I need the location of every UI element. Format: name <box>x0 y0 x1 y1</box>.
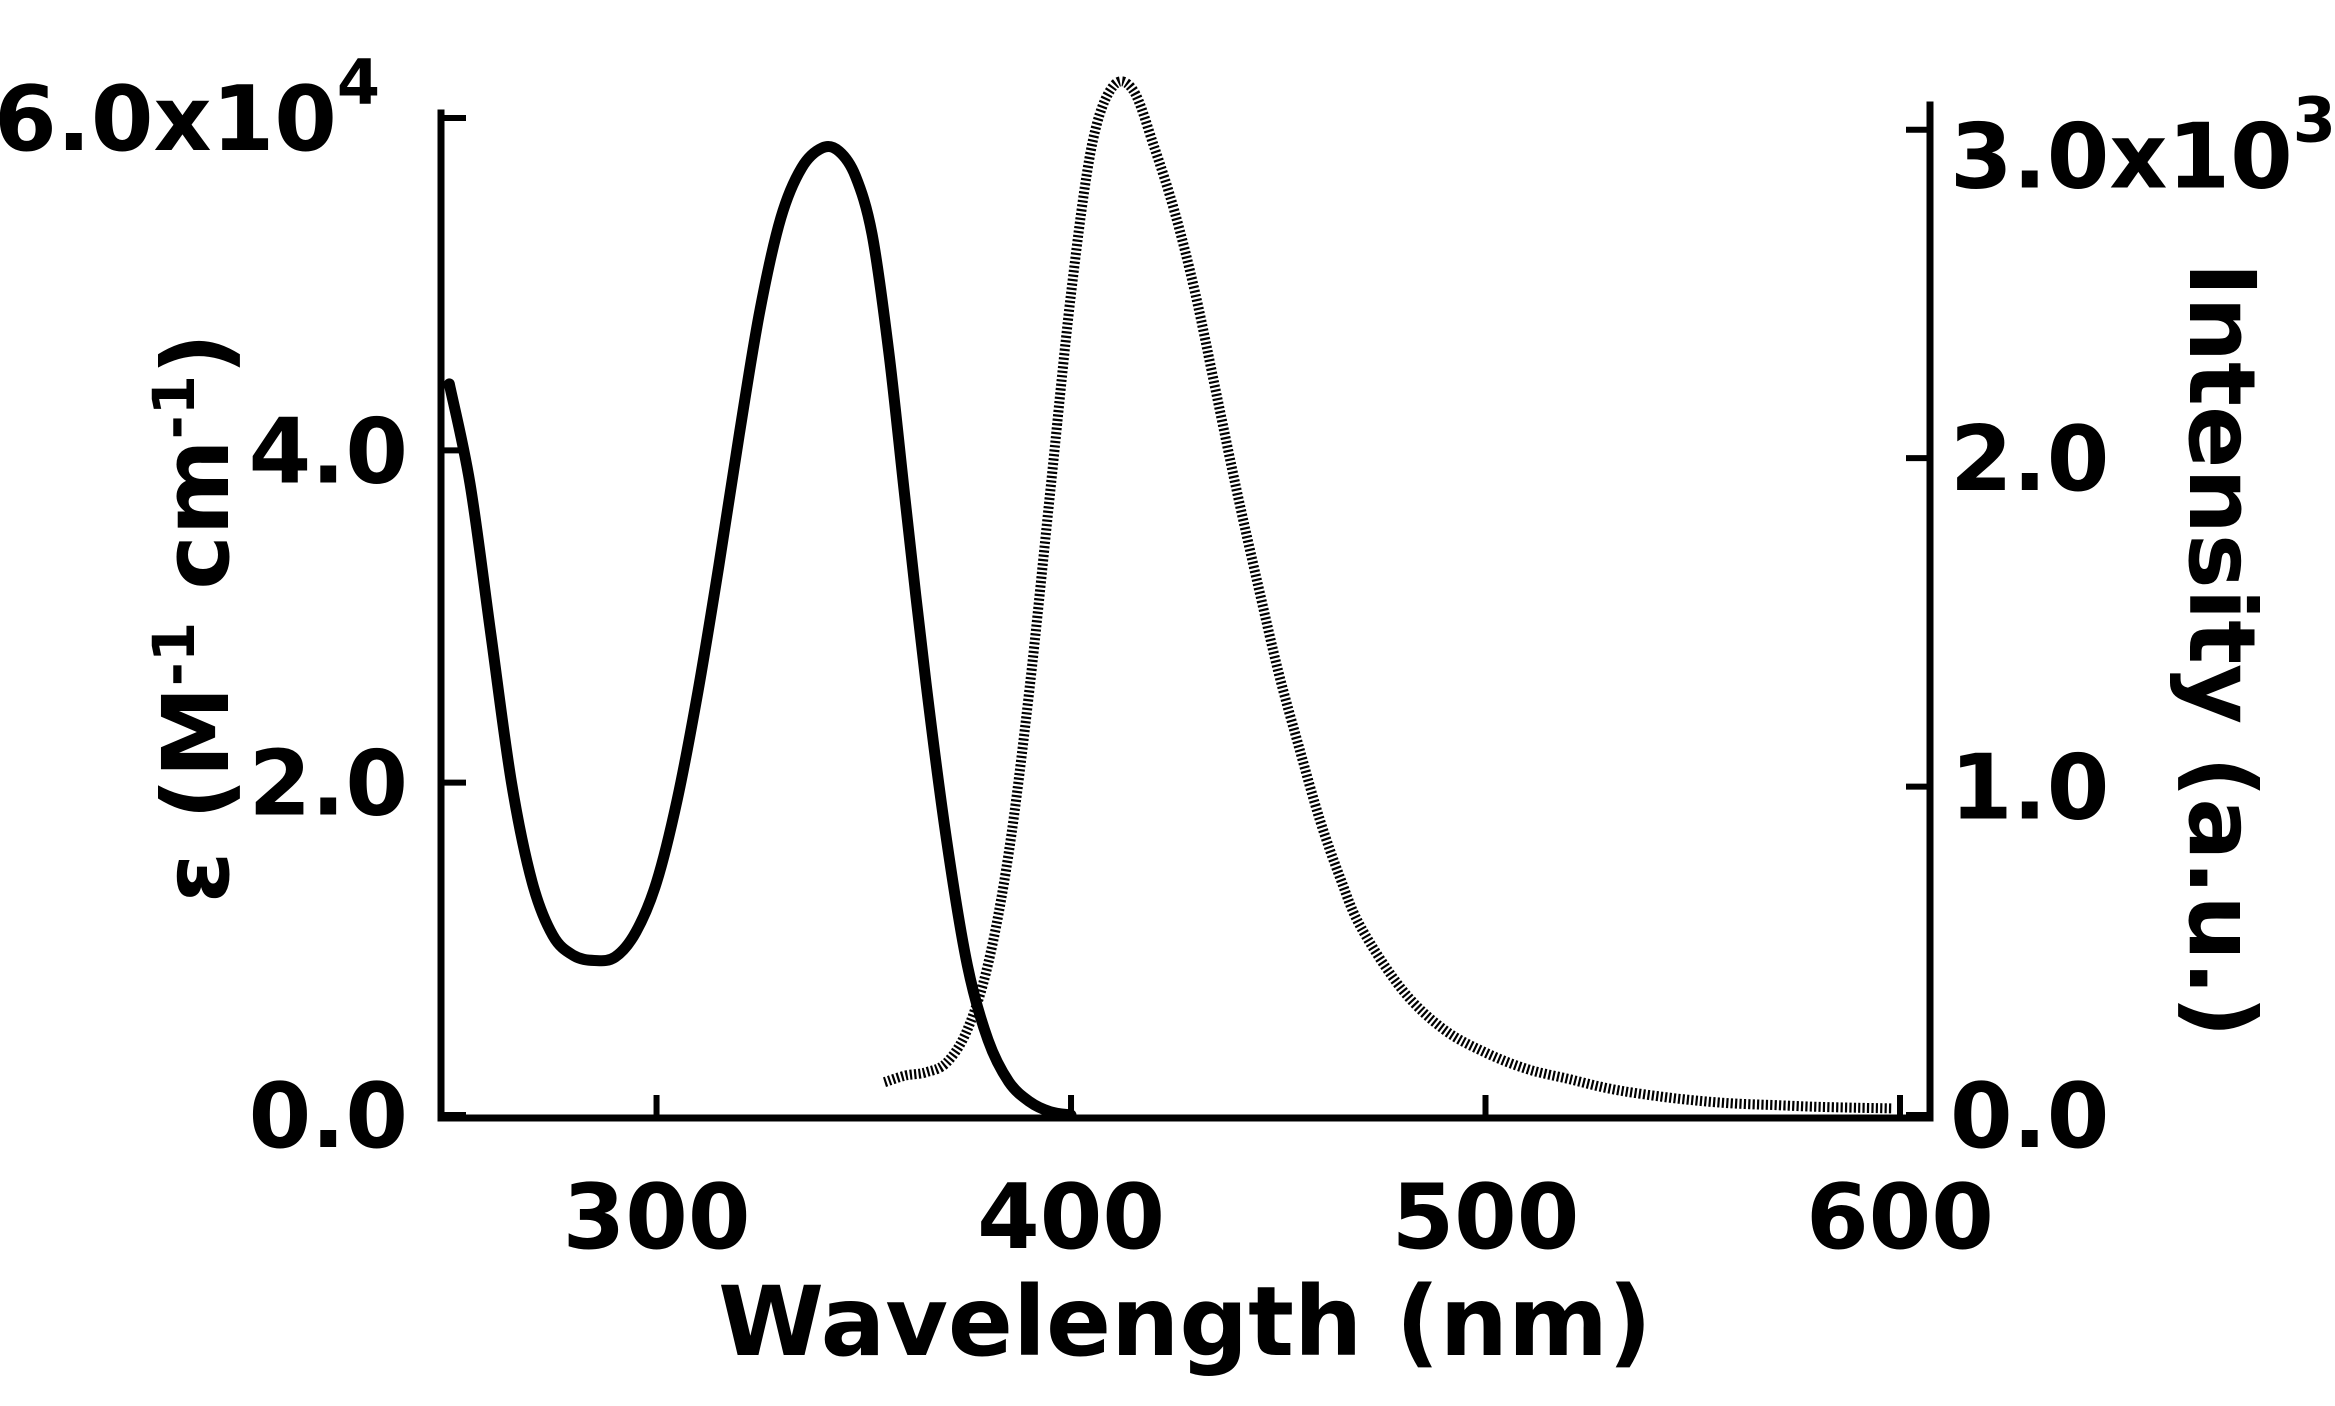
y-right-tick-label-text: 3.0x10 <box>1950 105 2293 210</box>
y-left-title-suffix: ) <box>143 333 250 375</box>
y-axis-left-title: ε (M-1 cm-1) <box>140 333 250 903</box>
series-absorption-line <box>443 140 1077 1121</box>
y-left-ticks: 0.0 2.0 4.0 6.0x104 <box>0 46 466 1169</box>
y-left-tick-label: 6.0x104 <box>0 46 380 172</box>
y-right-ticks: 0.0 1.0 2.0 3.0x103 <box>1906 84 2335 1169</box>
y-left-tick-label: 2.0 <box>249 732 408 837</box>
y-left-title-sup2: -1 <box>140 375 208 439</box>
y-right-tick-label-text: 2.0 <box>1950 407 2109 512</box>
y-right-tick-label: 3.0x103 <box>1950 84 2335 210</box>
y-left-tick-label-text: 4.0 <box>249 399 408 504</box>
y-left-title-prefix: ε (M <box>143 686 250 903</box>
y-left-tick-label-text: 0.0 <box>249 1064 408 1169</box>
y-left-tick-label-text: 6.0x10 <box>0 67 337 172</box>
x-tick-label: 300 <box>563 1165 751 1270</box>
x-tick-label: 400 <box>977 1165 1165 1270</box>
y-right-tick-label: 2.0 <box>1950 407 2109 512</box>
x-tick-label: 500 <box>1392 1165 1580 1270</box>
x-ticks: 300 400 500 600 <box>563 1095 1994 1270</box>
y-left-title-middle: cm <box>143 439 250 621</box>
y-left-title-sup1: -1 <box>140 622 208 686</box>
y-right-tick-exponent: 3 <box>2293 84 2335 157</box>
x-tick-label: 600 <box>1806 1165 1994 1270</box>
x-axis-title: Wavelength (nm) <box>718 1266 1652 1378</box>
series-emission-line <box>882 76 1892 1114</box>
y-left-tick-exponent: 4 <box>337 46 380 119</box>
y-right-tick-label: 1.0 <box>1950 736 2109 841</box>
y-right-tick-label-text: 0.0 <box>1950 1064 2109 1169</box>
y-right-tick-label-text: 1.0 <box>1950 736 2109 841</box>
y-right-tick-label: 0.0 <box>1950 1064 2109 1169</box>
y-axis-right-title: Intensity (a.u.) <box>2168 262 2275 1037</box>
y-left-tick-label: 0.0 <box>249 1064 408 1169</box>
y-left-tick-label-text: 2.0 <box>249 732 408 837</box>
y-left-tick-label: 4.0 <box>249 399 408 504</box>
